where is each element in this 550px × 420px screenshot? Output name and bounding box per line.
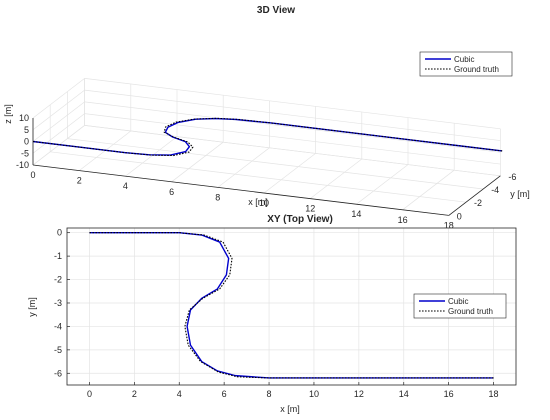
grid-line-3d	[84, 78, 501, 130]
y-tick-label-3d: 0	[457, 211, 462, 221]
grid-line-3d	[402, 169, 455, 211]
legend-label-3d: Cubic	[454, 55, 474, 64]
z-tick-label-3d: 5	[24, 125, 29, 135]
chart-title-xy: XY (Top View)	[267, 214, 333, 225]
x-axis-line-3d	[32, 164, 449, 216]
legend-box-xy	[413, 293, 507, 319]
grid-line-3d	[217, 147, 270, 188]
y-axis-line-3d	[448, 175, 501, 216]
x-tick-label-3d: 10	[259, 198, 269, 208]
x-tick-label-3d: 12	[305, 204, 315, 214]
x-tick-label-xy: 18	[489, 389, 499, 399]
x-tick-label-xy: 6	[222, 389, 227, 399]
y-tick-label-xy: -6	[54, 368, 62, 378]
x-tick-label-xy: 0	[87, 389, 92, 399]
grid-line-3d	[309, 158, 363, 199]
y-tick-label-3d: -6	[508, 172, 516, 182]
x-tick-label-3d: 4	[123, 181, 128, 191]
y-tick-label-3d: -2	[474, 198, 482, 208]
x-axis-label-3d: x [m]	[248, 197, 268, 207]
x-tick-label-xy: 16	[444, 389, 454, 399]
grid-line-3d	[32, 113, 85, 154]
grid-line-3d	[84, 89, 501, 141]
z-tick-label-3d: -5	[21, 148, 29, 158]
x-tick-label-xy: 8	[267, 389, 272, 399]
x-tick-label-xy: 12	[354, 389, 364, 399]
grid-line-3d	[32, 89, 85, 131]
z-tick-label-3d: -10	[16, 160, 29, 170]
y-tick-label-3d: -4	[491, 185, 499, 195]
grid-line-3d	[84, 113, 501, 165]
legend-label-xy: Cubic	[448, 297, 468, 306]
x-tick-label-3d: 18	[444, 220, 454, 230]
grid-line-3d	[125, 136, 178, 177]
legend-box-3d	[419, 51, 513, 77]
chart-xy-top-view: XY (Top View) 0 2 4 6 8 10 12 14 16 180-1-2-3-4-5…	[27, 214, 517, 414]
chart-title-3d: 3D View	[257, 5, 295, 16]
x-tick-label-3d: 14	[351, 209, 361, 219]
ticks-xy: 0 2 4 6 8 10 12 14 16 18 0 -1 -2 -3 -4 -5 -6	[54, 228, 499, 399]
y-axis-label-3d: y [m]	[510, 189, 530, 199]
grid-line-3d	[67, 138, 484, 190]
x-tick-label-3d: 6	[169, 187, 174, 197]
series-line-xy	[89, 231, 494, 379]
x-tick-label-xy: 4	[177, 389, 182, 399]
y-tick-label-xy: -3	[54, 298, 62, 308]
x-tick-label-3d: 0	[30, 170, 35, 180]
grid-line-3d	[32, 101, 85, 142]
legend-label-3d: Ground truth	[454, 65, 499, 74]
x-axis-label-xy: x [m]	[280, 404, 300, 414]
x-tick-label-xy: 2	[132, 389, 137, 399]
series-3d	[32, 117, 503, 157]
grid-3d	[32, 78, 501, 216]
y-tick-label-xy: -4	[54, 321, 62, 331]
grid-line-3d	[84, 101, 501, 153]
grid-xy	[67, 228, 516, 385]
series-line-3d	[32, 117, 503, 157]
legend-label-xy: Ground truth	[448, 307, 493, 316]
z-axis-label-3d: z [m]	[3, 104, 13, 124]
x-tick-label-3d: 16	[398, 215, 408, 225]
grid-line-3d	[84, 125, 501, 177]
y-tick-label-xy: 0	[57, 228, 62, 238]
z-tick-label-3d: 10	[19, 113, 29, 123]
x-tick-label-xy: 14	[399, 389, 409, 399]
grid-line-3d	[50, 151, 467, 203]
axes-box-xy	[66, 227, 517, 386]
y-tick-label-xy: -5	[54, 345, 62, 355]
grid-line-3d	[171, 141, 224, 183]
series-line-xy	[89, 232, 494, 379]
x-tick-label-3d: 8	[215, 192, 220, 202]
x-tick-label-3d: 2	[77, 176, 82, 186]
y-tick-label-xy: -1	[54, 251, 62, 261]
series-xy	[89, 231, 494, 379]
y-axis-label-xy: y [m]	[27, 297, 37, 317]
grid-line-3d	[32, 78, 85, 119]
x-tick-label-xy: 10	[309, 389, 319, 399]
chart-3d-view: 3D View 0246810121416180-2-4-6-10-50510 …	[3, 5, 530, 230]
grid-line-3d	[356, 164, 409, 205]
z-tick-label-3d: 0	[24, 137, 29, 147]
grid-line-3d	[263, 153, 316, 194]
y-tick-label-xy: -2	[54, 275, 62, 285]
